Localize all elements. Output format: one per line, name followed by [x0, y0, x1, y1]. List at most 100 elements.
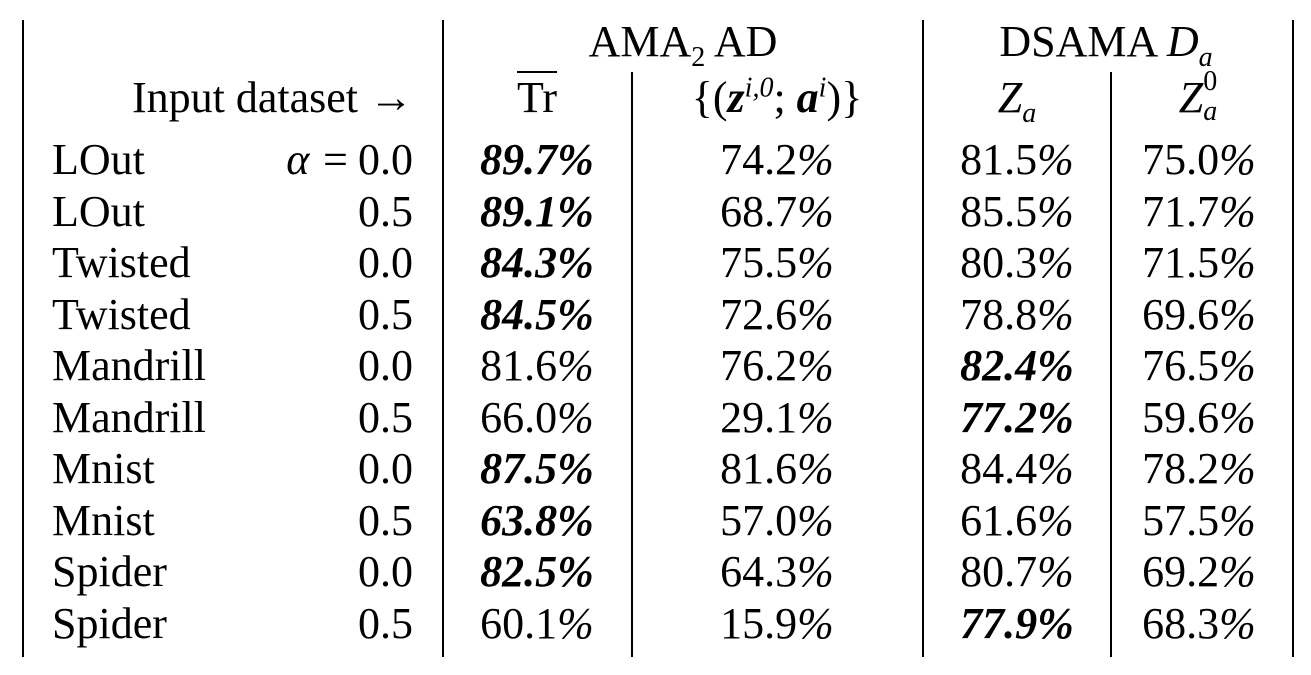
cell-z: 76.2%: [720, 340, 834, 392]
cell-tr: 81.6%: [480, 340, 594, 392]
cell-z: 72.6%: [720, 289, 834, 341]
cell-za0: 78.2%: [1142, 443, 1256, 495]
header-col-a-sup: i: [818, 72, 827, 104]
percent-sign: %: [1037, 496, 1074, 545]
dataset-name: Twisted: [52, 290, 191, 339]
header-col-za-var: Z: [997, 73, 1023, 122]
cell-number: 80.7: [960, 547, 1038, 596]
cell-number: 75.0: [1142, 135, 1220, 184]
dataset-name: Twisted: [52, 238, 191, 287]
cell-number: 76.2: [720, 341, 798, 390]
cell-za: 61.6%: [960, 495, 1074, 547]
cell-za: 77.2%: [960, 393, 1074, 442]
cell-tr: 84.5%: [480, 290, 594, 339]
cell-number: 71.7: [1142, 187, 1220, 236]
header-col-z-open: {(: [691, 73, 728, 122]
percent-sign: %: [797, 187, 834, 236]
dataset-name: Spider: [52, 547, 167, 596]
percent-sign: %: [557, 599, 594, 648]
percent-sign: %: [1219, 290, 1256, 339]
percent-sign: %: [797, 547, 834, 596]
percent-sign: %: [1037, 187, 1074, 236]
header-group-ama-sub: 2: [691, 41, 706, 73]
cell-number: 81.5: [960, 135, 1038, 184]
alpha-value: 0.5: [358, 290, 413, 339]
cell-number: 72.6: [720, 290, 798, 339]
header-group-ama-text: AMA: [588, 17, 692, 66]
alpha-value: 0.0: [358, 341, 413, 390]
cell-number: 84.4: [960, 444, 1038, 493]
header-col-z-sep: ;: [773, 73, 797, 122]
cell-za: 77.9%: [960, 599, 1074, 648]
cell-number: 69.2: [1142, 547, 1220, 596]
header-col-za0-var: Z: [1178, 73, 1204, 122]
cell-za: 78.8%: [960, 289, 1074, 341]
percent-sign: %: [797, 135, 834, 184]
cell-za0: 57.5%: [1142, 495, 1256, 547]
dataset-name: Mnist: [52, 444, 155, 493]
cell-z: 75.5%: [720, 237, 834, 289]
cell-number: 80.3: [960, 238, 1038, 287]
dataset-name: Mandrill: [52, 393, 206, 442]
header-col-z: {(zi,0; ai)}: [692, 72, 862, 124]
cell-number: 29.1: [720, 393, 798, 442]
alpha-value: 0.5: [358, 496, 413, 545]
header-row-label: Input dataset →: [131, 73, 413, 122]
header-col-z-sup: i,0: [744, 72, 774, 104]
percent-sign: %: [797, 393, 834, 442]
alpha-value: 0.5: [358, 393, 413, 442]
percent-sign: %: [1037, 238, 1074, 287]
cell-tr: 82.5%: [480, 547, 594, 596]
percent-sign: %: [1219, 496, 1256, 545]
cell-z: 64.3%: [720, 546, 834, 598]
cell-number: 61.6: [960, 496, 1038, 545]
header-col-z-close: )}: [826, 73, 863, 122]
header-col-za0-sup: 0: [1203, 66, 1218, 97]
header-col-a-var: a: [796, 73, 819, 122]
cell-za: 82.4%: [960, 341, 1074, 390]
percent-sign: %: [557, 341, 594, 390]
percent-sign: %: [797, 599, 834, 648]
cell-number: 71.5: [1142, 238, 1220, 287]
header-col-za0-sub: a: [1203, 96, 1218, 127]
cell-z: 57.0%: [720, 495, 834, 547]
header-group-dsama-sub: a: [1198, 41, 1213, 73]
cell-z: 74.2%: [720, 134, 834, 186]
cell-tr: 84.3%: [480, 238, 594, 287]
table-right-border: [1292, 20, 1294, 657]
percent-sign: %: [1037, 444, 1074, 493]
cell-number: 76.5: [1142, 341, 1220, 390]
cell-number: 81.6: [720, 444, 798, 493]
dataset-name: LOut: [52, 135, 145, 184]
cell-z: 81.6%: [720, 443, 834, 495]
cell-za: 84.4%: [960, 443, 1074, 495]
percent-sign: %: [797, 341, 834, 390]
cell-za: 80.3%: [960, 237, 1074, 289]
column-divider-3: [922, 20, 924, 657]
percent-sign: %: [797, 238, 834, 287]
cell-za0: 68.3%: [1142, 598, 1256, 650]
cell-za0: 59.6%: [1142, 392, 1256, 444]
header-col-tr: Tr: [517, 72, 557, 124]
alpha-value: 0.0: [358, 444, 413, 493]
cell-number: 85.5: [960, 187, 1038, 236]
header-group-dsama-text: DSAMA: [999, 17, 1167, 66]
cell-number: 57.5: [1142, 496, 1220, 545]
alpha-value: 0.0: [358, 135, 413, 184]
cell-number: 66.0: [480, 393, 558, 442]
percent-sign: %: [1037, 290, 1074, 339]
dataset-name: Spider: [52, 599, 167, 648]
percent-sign: %: [1219, 547, 1256, 596]
cell-number: 57.0: [720, 496, 798, 545]
cell-za0: 76.5%: [1142, 340, 1256, 392]
header-col-za-sub: a: [1022, 97, 1037, 129]
header-group-ama-rest: AD: [705, 17, 778, 66]
cell-number: 15.9: [720, 599, 798, 648]
cell-tr: 60.1%: [480, 598, 594, 650]
alpha-prefix: α =: [286, 135, 350, 184]
header-group-dsama-var: D: [1166, 17, 1199, 66]
dataset-name: LOut: [52, 187, 145, 236]
percent-sign: %: [797, 496, 834, 545]
alpha-value: 0.5: [358, 187, 413, 236]
alpha-value: 0.0: [358, 238, 413, 287]
